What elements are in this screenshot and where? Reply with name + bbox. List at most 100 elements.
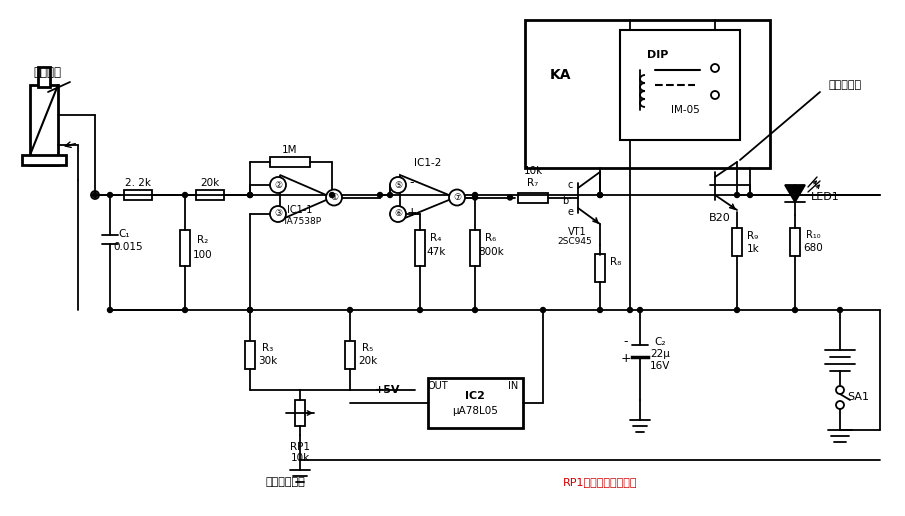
Bar [124,190,152,200]
Text: R₆: R₆ [485,233,497,243]
Circle shape [540,308,546,313]
Circle shape [387,192,393,198]
Text: R₁₀: R₁₀ [805,230,820,240]
Text: VT1: VT1 [567,227,586,237]
Text: C₁: C₁ [119,229,129,239]
Bar [620,30,740,140]
Text: IC2: IC2 [465,391,485,401]
Text: 电子蜂鸣器: 电子蜂鸣器 [828,80,862,90]
Text: SA1: SA1 [847,392,869,402]
Circle shape [247,308,252,313]
Circle shape [711,64,719,72]
Text: R₃: R₃ [262,343,273,353]
Bar [732,228,742,256]
Circle shape [711,91,719,99]
Circle shape [472,192,478,198]
Text: DIP: DIP [647,50,669,60]
Circle shape [735,308,739,313]
Text: e: e [567,207,573,217]
Text: ⑤: ⑤ [394,181,402,189]
Circle shape [390,206,406,222]
Text: RP1必须使用微调整器: RP1必须使用微调整器 [563,477,637,487]
Text: 47k: 47k [426,247,445,257]
Text: c: c [567,180,573,190]
Bar [470,230,480,266]
Text: KA: KA [549,68,571,82]
Circle shape [597,192,603,198]
Circle shape [597,308,603,313]
Circle shape [377,192,383,198]
Bar [345,341,355,369]
Text: R₇: R₇ [528,178,538,187]
Bar [790,228,800,256]
Text: TA7538P: TA7538P [282,217,321,225]
Bar [22,155,66,165]
Text: 基准电压设定: 基准电压设定 [265,477,305,487]
Bar [180,230,190,266]
Text: 20k: 20k [358,356,377,366]
Circle shape [91,191,99,199]
Text: 氧传感器: 氧传感器 [33,66,61,78]
Text: R₈: R₈ [610,257,622,267]
Circle shape [247,308,252,313]
Circle shape [836,401,844,409]
Text: C₂: C₂ [654,337,666,347]
Bar [415,230,425,266]
Circle shape [597,192,603,198]
Text: R₅: R₅ [362,343,374,353]
Text: -: - [410,176,414,189]
Bar [245,341,255,369]
Text: +: + [406,205,417,218]
Circle shape [270,206,286,222]
Circle shape [183,308,187,313]
Text: 10k: 10k [291,453,310,463]
Circle shape [247,192,252,198]
Bar [38,67,50,87]
Text: 0.015: 0.015 [113,242,143,252]
Text: 1M: 1M [282,145,298,155]
Circle shape [637,308,643,313]
Text: b: b [562,196,568,205]
Polygon shape [785,185,805,202]
Text: ⑦: ⑦ [452,193,461,202]
Circle shape [449,189,465,205]
Bar [30,85,58,165]
Text: 800k: 800k [478,247,504,257]
Circle shape [417,308,423,313]
Circle shape [326,189,342,205]
Text: 2. 2k: 2. 2k [125,178,151,188]
Text: 10k: 10k [523,166,543,175]
Text: R₂: R₂ [197,235,209,245]
Text: R₉: R₉ [748,231,758,241]
Circle shape [748,192,752,198]
Circle shape [108,192,112,198]
Circle shape [508,195,512,200]
Text: IM-05: IM-05 [671,105,700,115]
Text: -: - [624,335,628,348]
Text: RP1: RP1 [290,442,310,452]
Text: 680: 680 [803,243,823,253]
Text: LED1: LED1 [811,192,839,202]
Circle shape [735,192,739,198]
Text: +5V: +5V [376,385,401,395]
Text: +: + [621,351,632,364]
Circle shape [348,308,353,313]
Circle shape [793,192,797,198]
Bar [295,400,305,426]
Circle shape [390,177,406,193]
Text: 22μ: 22μ [650,349,670,359]
Bar [270,157,310,167]
Text: ⑥: ⑥ [394,209,402,218]
Text: B20: B20 [710,213,731,223]
Circle shape [472,308,478,313]
Text: OUT: OUT [428,381,448,391]
Bar [428,378,523,428]
Circle shape [793,308,797,313]
Bar [595,254,605,282]
Circle shape [329,192,335,198]
Text: IC1-1: IC1-1 [287,205,313,215]
Text: 30k: 30k [258,356,278,366]
Text: ③: ③ [274,209,282,218]
Text: IN: IN [508,381,519,391]
Text: 2SC945: 2SC945 [557,237,593,247]
